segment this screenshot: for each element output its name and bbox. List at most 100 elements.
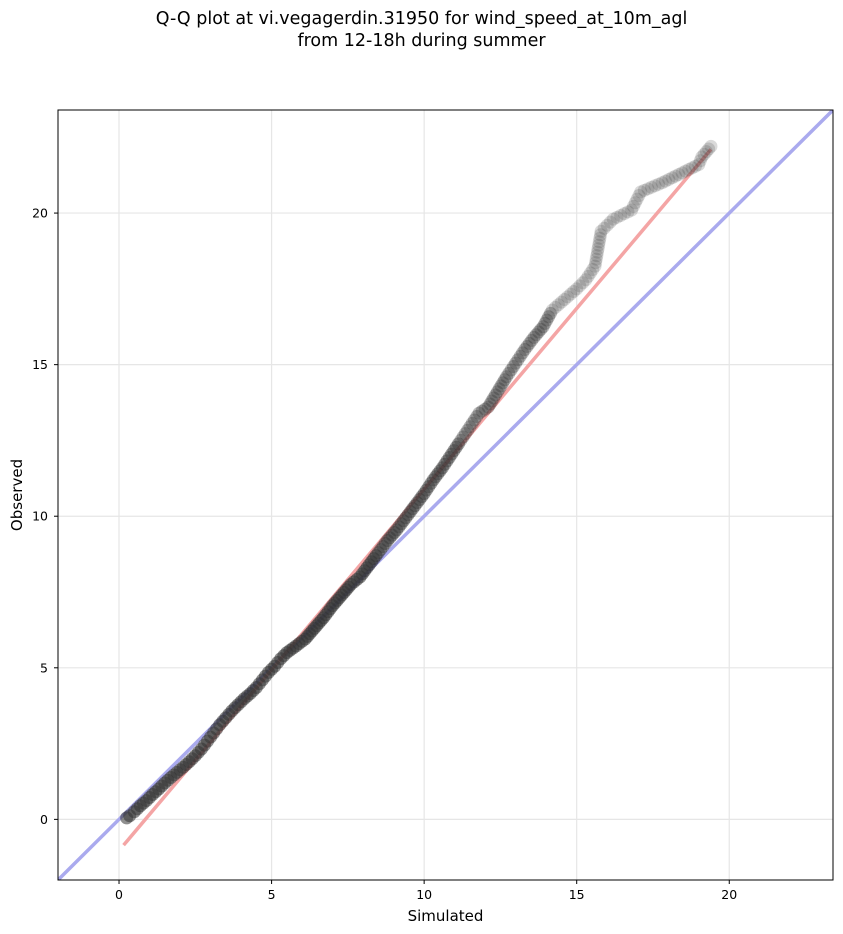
data-point xyxy=(513,349,527,363)
data-point xyxy=(593,231,607,245)
chart-title-line-2: from 12-18h during summer xyxy=(297,31,546,51)
data-point xyxy=(374,543,388,557)
data-point xyxy=(594,224,608,238)
data-point xyxy=(704,139,718,153)
data-point xyxy=(589,252,603,266)
data-point xyxy=(589,256,603,270)
data-point xyxy=(520,339,534,353)
data-point xyxy=(369,549,383,563)
data-point xyxy=(516,346,530,360)
data-point xyxy=(408,499,422,513)
data-point xyxy=(538,316,552,330)
y-tick-label: 0 xyxy=(40,812,48,827)
data-point xyxy=(542,310,556,324)
data-point xyxy=(688,159,702,173)
data-point xyxy=(662,172,676,186)
data-point xyxy=(632,188,646,202)
data-point xyxy=(463,420,477,434)
y-tick-label: 20 xyxy=(32,206,48,221)
data-point xyxy=(483,397,497,411)
x-tick-label: 0 xyxy=(115,887,123,902)
data-point xyxy=(419,483,433,497)
data-point xyxy=(392,520,406,534)
data-point xyxy=(693,154,707,168)
data-point xyxy=(685,161,699,175)
data-point xyxy=(494,379,508,393)
data-point xyxy=(626,199,640,213)
data-point xyxy=(415,490,429,504)
data-point xyxy=(422,480,436,494)
data-point xyxy=(561,290,575,304)
data-point xyxy=(451,437,465,451)
data-point xyxy=(390,523,404,537)
data-point xyxy=(590,245,604,259)
data-point xyxy=(655,176,669,190)
chart-title-line-1: Q-Q plot at vi.vegagerdin.31950 for wind… xyxy=(155,9,688,29)
data-point xyxy=(682,163,696,177)
data-point xyxy=(648,179,662,193)
data-point xyxy=(567,285,581,299)
data-point xyxy=(381,533,395,547)
data-point xyxy=(478,402,492,416)
data-point xyxy=(461,423,475,437)
data-point xyxy=(581,269,595,283)
data-point xyxy=(490,385,504,399)
data-point xyxy=(504,363,518,377)
data-point xyxy=(485,394,499,408)
data-point xyxy=(442,450,456,464)
data-point xyxy=(424,476,438,490)
data-point xyxy=(543,306,557,320)
data-point xyxy=(557,292,571,306)
data-point xyxy=(454,433,468,447)
data-point xyxy=(449,440,463,454)
data-point xyxy=(456,430,470,444)
data-point xyxy=(570,282,584,296)
data-point xyxy=(576,276,590,290)
data-point xyxy=(665,171,679,185)
data-point xyxy=(506,360,520,374)
data-point xyxy=(621,205,635,219)
x-tick-label: 5 xyxy=(268,887,276,902)
data-point xyxy=(518,342,532,356)
data-point xyxy=(429,470,443,484)
data-point xyxy=(492,382,506,396)
data-point xyxy=(603,215,617,229)
data-point xyxy=(699,145,713,159)
data-point xyxy=(385,528,399,542)
y-tick-label: 15 xyxy=(32,357,48,372)
data-point xyxy=(548,300,562,314)
y-tick-label: 5 xyxy=(40,660,48,675)
data-point xyxy=(525,333,539,347)
data-point xyxy=(675,166,689,180)
data-point xyxy=(586,263,600,277)
data-point xyxy=(545,303,559,317)
chart-title: Q-Q plot at vi.vegagerdin.31950 for wind… xyxy=(0,8,843,52)
grid xyxy=(58,110,833,880)
data-point xyxy=(540,313,554,327)
data-point xyxy=(592,238,606,252)
data-point xyxy=(532,325,546,339)
data-point xyxy=(481,400,495,414)
data-point xyxy=(564,287,578,301)
data-point xyxy=(554,295,568,309)
data-point xyxy=(628,196,642,210)
data-point xyxy=(610,210,624,224)
data-point xyxy=(534,322,548,336)
data-point xyxy=(371,546,385,560)
data-point xyxy=(617,207,631,221)
data-point xyxy=(591,242,605,256)
data-point xyxy=(376,540,390,554)
data-point xyxy=(594,228,607,242)
data-point xyxy=(426,473,440,487)
axis-ticks: 0 5 10 15 20 0 5 10 15 20 xyxy=(32,206,737,902)
data-point xyxy=(383,531,397,545)
data-point xyxy=(536,320,550,334)
data-point xyxy=(668,169,682,183)
data-point xyxy=(695,150,709,164)
data-point xyxy=(406,502,420,516)
data-point xyxy=(500,370,514,384)
data-point xyxy=(551,298,565,312)
x-axis-label: Simulated xyxy=(408,907,484,925)
data-point xyxy=(401,508,415,522)
data-point xyxy=(606,212,620,226)
